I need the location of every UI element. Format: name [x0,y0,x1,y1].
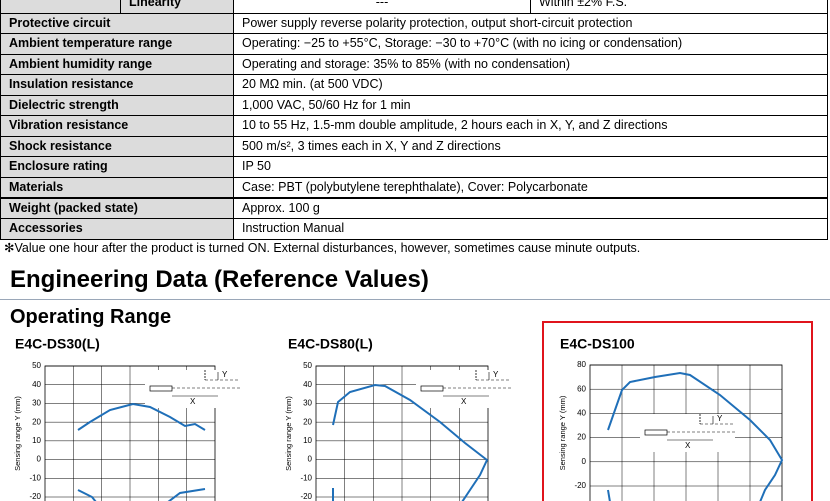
y-tick-label: 10 [303,436,312,445]
inset-label: X [461,397,467,406]
y-tick-label: 50 [303,361,312,370]
chart-title: E4C-DS100 [560,336,635,352]
label-cell: Accessories [0,218,234,240]
y-tick-label: 30 [32,399,41,408]
heading: Engineering Data (Reference Values) [10,266,429,293]
y-tick-label: 50 [32,361,41,370]
y-tick-label: 40 [32,380,41,389]
curve [332,383,489,501]
y-tick-label: 20 [577,433,586,442]
y-tick-label: 10 [32,436,41,445]
curve [77,402,206,431]
divider [0,299,830,300]
y-axis-label: Sensing range Y (mm) [558,395,567,470]
y-tick-label: 40 [303,380,312,389]
y-axis-label: Sensing range Y (mm) [13,396,22,471]
inset-label: Y [493,370,499,379]
y-tick-label: -20 [29,492,41,501]
y-tick-label: 20 [303,417,312,426]
y-tick-label: 30 [303,399,312,408]
footnote: ✻Value one hour after the product is tur… [4,241,641,255]
y-tick-label: -10 [300,473,312,482]
subheading: Operating Range [10,306,172,328]
label-cell: Protective circuit [0,12,234,35]
y-tick-label: -20 [300,492,312,501]
y-tick-label: 20 [32,417,41,426]
y-tick-label: 0 [582,457,587,466]
y-tick-label: 40 [577,409,586,418]
y-tick-label: 80 [577,360,586,369]
y-tick-label: 60 [577,384,586,393]
label-cell: Insulation resistance [0,74,234,96]
sensor [644,429,668,436]
sensor [420,385,444,392]
y-tick-label: 0 [37,455,42,464]
inset-label: Y [717,414,723,423]
y-tick-label: -20 [574,481,586,490]
curve [77,488,206,501]
label-cell: Ambient temperature range [0,33,234,55]
y-axis-label: Sensing range Y (mm) [284,396,293,471]
value-cell: Instruction Manual [233,218,828,240]
y-tick-label: -10 [29,473,41,482]
chart-title: E4C-DS30(L) [15,336,100,352]
label-cell: Dielectric strength [0,94,234,117]
sensor [149,385,173,392]
highlight-box [542,321,813,501]
label-cell: Weight (packed state) [0,197,234,220]
curves [77,371,784,501]
label-cell: Enclosure rating [0,156,234,178]
inset-label: X [685,441,691,450]
curve [607,371,784,501]
inset-label: Y [222,370,228,379]
y-tick-label: 0 [308,455,313,464]
inset-label: X [190,397,196,406]
chart-title: E4C-DS80(L) [288,336,373,352]
